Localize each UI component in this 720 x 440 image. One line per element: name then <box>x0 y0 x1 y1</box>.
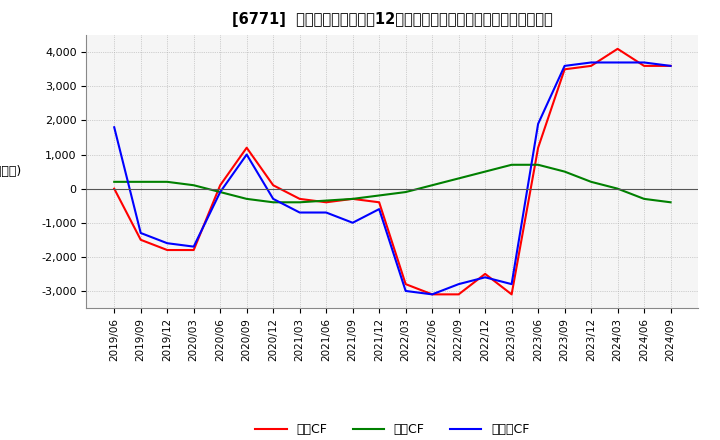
フリーCF <box>640 60 649 65</box>
フリーCF <box>401 288 410 293</box>
フリーCF <box>587 60 595 65</box>
営業CF <box>216 183 225 188</box>
フリーCF <box>428 292 436 297</box>
フリーCF <box>136 231 145 236</box>
営業CF <box>243 145 251 150</box>
営業CF <box>348 196 357 202</box>
フリーCF <box>534 121 542 127</box>
投賃CF <box>269 200 277 205</box>
フリーCF <box>508 282 516 287</box>
投賃CF <box>454 176 463 181</box>
投賃CF <box>189 183 198 188</box>
Line: 投賃CF: 投賃CF <box>114 165 670 202</box>
投賃CF <box>666 200 675 205</box>
営業CF <box>401 282 410 287</box>
営業CF <box>454 292 463 297</box>
営業CF <box>428 292 436 297</box>
投賃CF <box>508 162 516 167</box>
投賃CF <box>481 169 490 174</box>
投賃CF <box>322 198 330 203</box>
Legend: 営業CF, 投賃CF, フリーCF: 営業CF, 投賃CF, フリーCF <box>251 418 534 440</box>
投賃CF <box>375 193 384 198</box>
投賃CF <box>428 183 436 188</box>
投賃CF <box>163 179 171 184</box>
フリーCF <box>110 125 119 130</box>
投賃CF <box>110 179 119 184</box>
営業CF <box>295 196 304 202</box>
営業CF <box>613 46 622 51</box>
フリーCF <box>163 241 171 246</box>
投賃CF <box>640 196 649 202</box>
営業CF <box>560 66 569 72</box>
投賃CF <box>587 179 595 184</box>
営業CF <box>110 186 119 191</box>
営業CF <box>375 200 384 205</box>
フリーCF <box>375 206 384 212</box>
フリーCF <box>454 282 463 287</box>
投賃CF <box>216 189 225 194</box>
営業CF <box>481 271 490 277</box>
フリーCF <box>189 244 198 249</box>
フリーCF <box>295 210 304 215</box>
営業CF <box>508 292 516 297</box>
フリーCF <box>613 60 622 65</box>
Line: 営業CF: 営業CF <box>114 49 670 294</box>
フリーCF <box>481 275 490 280</box>
営業CF <box>587 63 595 69</box>
営業CF <box>640 63 649 69</box>
投賃CF <box>295 200 304 205</box>
営業CF <box>666 63 675 69</box>
Title: [6771]  キャッシュフローの12か月移動合計の対前年同期増減額の推移: [6771] キャッシュフローの12か月移動合計の対前年同期増減額の推移 <box>232 12 553 27</box>
営業CF <box>189 247 198 253</box>
営業CF <box>269 183 277 188</box>
営業CF <box>322 200 330 205</box>
投賃CF <box>613 186 622 191</box>
Y-axis label: (百万円): (百万円) <box>0 165 22 178</box>
フリーCF <box>560 63 569 69</box>
投賃CF <box>348 196 357 202</box>
フリーCF <box>666 63 675 69</box>
投賃CF <box>243 196 251 202</box>
フリーCF <box>269 196 277 202</box>
フリーCF <box>348 220 357 225</box>
フリーCF <box>243 152 251 157</box>
投賃CF <box>560 169 569 174</box>
投賃CF <box>534 162 542 167</box>
投賃CF <box>136 179 145 184</box>
営業CF <box>534 145 542 150</box>
営業CF <box>136 237 145 242</box>
営業CF <box>163 247 171 253</box>
フリーCF <box>216 189 225 194</box>
Line: フリーCF: フリーCF <box>114 62 670 294</box>
フリーCF <box>322 210 330 215</box>
投賃CF <box>401 189 410 194</box>
